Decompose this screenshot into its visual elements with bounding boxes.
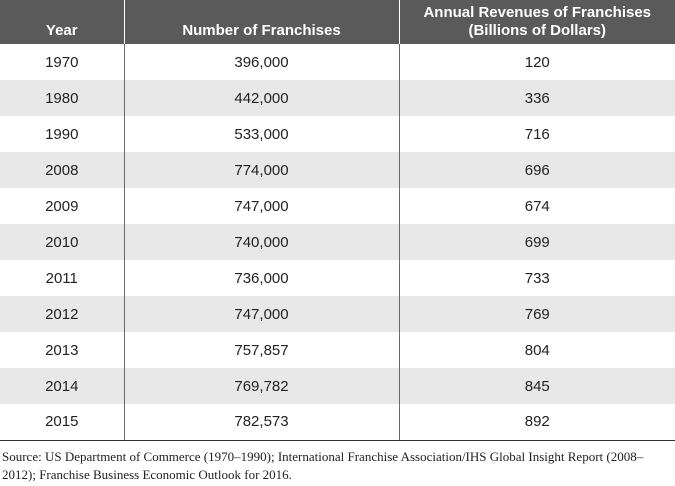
table-row: 1990 533,000 716 xyxy=(0,116,675,152)
year-cell: 1990 xyxy=(0,116,125,152)
franchise-count-cell: 747,000 xyxy=(124,188,400,224)
revenue-cell: 674 xyxy=(399,188,675,224)
revenue-cell: 716 xyxy=(399,116,675,152)
table-row: 2011 736,000 733 xyxy=(0,260,675,296)
franchise-count-cell: 396,000 xyxy=(124,44,400,80)
revenue-cell: 336 xyxy=(399,80,675,116)
year-cell: 2013 xyxy=(0,332,125,368)
table-row: 2013 757,857 804 xyxy=(0,332,675,368)
header-year: Year xyxy=(0,0,125,44)
franchise-table: Year Number of Franchises Annual Revenue… xyxy=(0,0,675,441)
franchise-count-cell: 442,000 xyxy=(124,80,400,116)
table-header-row: Year Number of Franchises Annual Revenue… xyxy=(0,0,675,44)
revenue-cell: 804 xyxy=(399,332,675,368)
year-cell: 2012 xyxy=(0,296,125,332)
franchise-count-cell: 740,000 xyxy=(124,224,400,260)
franchise-count-cell: 782,573 xyxy=(124,404,400,441)
franchise-table-container: Year Number of Franchises Annual Revenue… xyxy=(0,0,675,441)
table-row: 2008 774,000 696 xyxy=(0,152,675,188)
year-cell: 1970 xyxy=(0,44,125,80)
year-cell: 1980 xyxy=(0,80,125,116)
franchise-count-cell: 736,000 xyxy=(124,260,400,296)
table-row: 2014 769,782 845 xyxy=(0,368,675,404)
table-row: 2010 740,000 699 xyxy=(0,224,675,260)
franchise-count-cell: 774,000 xyxy=(124,152,400,188)
year-cell: 2010 xyxy=(0,224,125,260)
header-number-of-franchises: Number of Franchises xyxy=(124,0,400,44)
franchise-count-cell: 757,857 xyxy=(124,332,400,368)
revenue-cell: 733 xyxy=(399,260,675,296)
table-row: 1980 442,000 336 xyxy=(0,80,675,116)
year-cell: 2011 xyxy=(0,260,125,296)
revenue-cell: 892 xyxy=(399,404,675,441)
year-cell: 2008 xyxy=(0,152,125,188)
revenue-cell: 120 xyxy=(399,44,675,80)
table-row: 2009 747,000 674 xyxy=(0,188,675,224)
year-cell: 2015 xyxy=(0,404,125,441)
year-cell: 2014 xyxy=(0,368,125,404)
franchise-count-cell: 769,782 xyxy=(124,368,400,404)
table-row: 1970 396,000 120 xyxy=(0,44,675,80)
table-row: 2012 747,000 769 xyxy=(0,296,675,332)
revenue-cell: 845 xyxy=(399,368,675,404)
revenue-cell: 699 xyxy=(399,224,675,260)
year-cell: 2009 xyxy=(0,188,125,224)
franchise-count-cell: 747,000 xyxy=(124,296,400,332)
source-note: Source: US Department of Commerce (1970–… xyxy=(2,449,644,482)
revenue-cell: 769 xyxy=(399,296,675,332)
franchise-count-cell: 533,000 xyxy=(124,116,400,152)
header-annual-revenues: Annual Revenues of Franchises (Billions … xyxy=(399,0,675,44)
table-row: 2015 782,573 892 xyxy=(0,404,675,441)
revenue-cell: 696 xyxy=(399,152,675,188)
